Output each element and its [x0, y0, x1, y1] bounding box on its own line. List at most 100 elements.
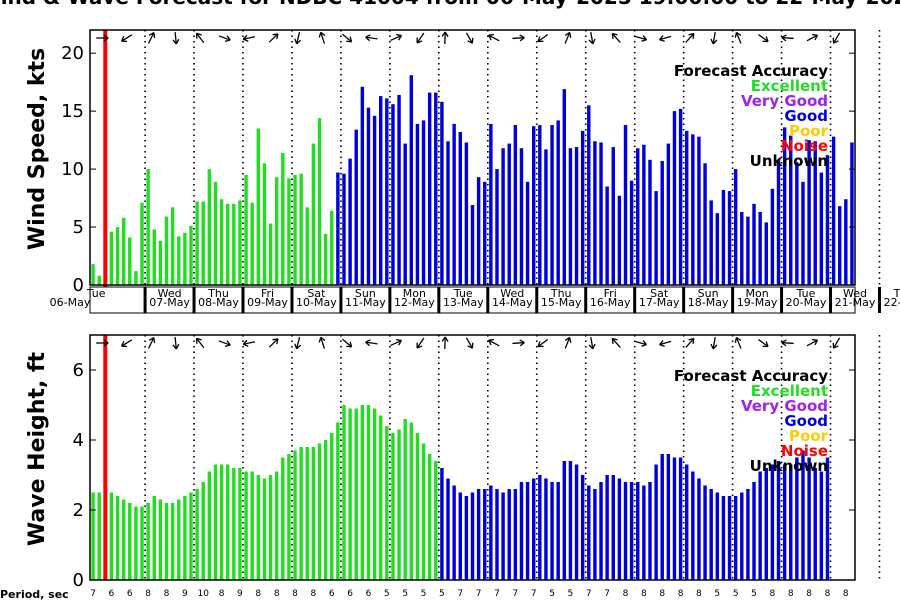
wind-bar [287, 178, 291, 285]
day-of-week-label: Fri [261, 287, 274, 300]
wave-bar [440, 468, 444, 580]
wave-bar [758, 471, 762, 580]
arrow-head [564, 31, 572, 38]
wind-bar [213, 181, 218, 285]
wind-bar [397, 94, 401, 285]
wave-bar [770, 464, 775, 580]
arrow-head [365, 339, 371, 347]
arrow-head [346, 341, 353, 348]
arrow-head [416, 37, 423, 44]
arrow-shaft [634, 35, 647, 41]
wind-direction-arrow [294, 32, 302, 45]
wave-bar [415, 433, 420, 580]
wind-bar [556, 120, 560, 285]
wind-bar [372, 115, 377, 286]
arrow-shaft [218, 340, 231, 346]
wind-bar [378, 96, 383, 285]
wave-direction-arrow [710, 336, 718, 350]
wind-direction-arrow [806, 34, 819, 42]
period-value: 8 [274, 589, 280, 599]
arrow-head [416, 342, 423, 349]
wave-direction-arrow [611, 337, 621, 348]
wind-direction-arrow [195, 32, 205, 44]
day-of-week-label: Sun [355, 287, 376, 300]
wind-direction-arrow [512, 34, 525, 42]
period-row: Period, sec 7 6 6 8 8 9 10 8 9 8 8 8 8 6 6 6 5 5 5 5 7 7 7 7 7 5 5… [0, 588, 849, 600]
wind-bar [672, 111, 677, 285]
wave-legend-item: Unknown [750, 457, 828, 475]
wind-direction-arrow [416, 32, 425, 44]
wave-bar [336, 422, 340, 580]
wind-bar [158, 240, 163, 285]
date-label: 16-May [590, 296, 631, 309]
wind-bar [415, 123, 420, 285]
wind-speed-axis-label-group: Wind Speed, kts [25, 48, 50, 250]
arrow-head [641, 340, 648, 347]
wind-legend-title: Forecast Accuracy [674, 62, 828, 80]
wave-legend-title: Forecast Accuracy [674, 367, 828, 385]
arrow-shaft [416, 337, 425, 349]
arrow-head [832, 37, 839, 44]
date-label: 20-May [786, 296, 827, 309]
wind-bar [648, 159, 652, 285]
wave-bar [164, 503, 169, 580]
arrow-shaft [320, 32, 326, 44]
wave-bar [672, 457, 677, 580]
wind-bar [629, 180, 634, 285]
wind-bar [219, 199, 224, 285]
arrow-shaft [512, 36, 525, 40]
wind-bar [562, 89, 567, 285]
wind-bar [501, 148, 505, 285]
wind-bar [642, 144, 646, 285]
wave-direction-arrow [318, 336, 326, 349]
wave-bar [287, 454, 291, 580]
wind-bar [617, 195, 622, 285]
arrow-shaft [590, 336, 594, 350]
wave-bar [330, 433, 334, 580]
wave-bar [262, 478, 267, 580]
wind-bar [495, 169, 499, 285]
arrow-head [441, 31, 449, 37]
period-value: 8 [806, 589, 812, 599]
period-value: 5 [384, 589, 390, 599]
wave-bar [807, 457, 811, 580]
wave-bar [489, 485, 493, 580]
wind-direction-arrow [172, 31, 180, 45]
arrow-shaft [147, 32, 155, 44]
day-of-week-label: Thu [550, 287, 572, 300]
arrow-shaft [296, 337, 301, 349]
wind-bar [348, 158, 352, 285]
wind-direction-arrow [710, 31, 718, 45]
wind-speed-axis-label: Wind Speed, kts [25, 48, 50, 250]
wave-bar [207, 471, 212, 580]
wave-bar [201, 482, 205, 580]
wave-bar [678, 457, 683, 580]
wind-direction-arrow [588, 31, 596, 45]
wind-bar [183, 232, 187, 285]
arrow-shaft [735, 32, 742, 44]
wind-bar [605, 186, 609, 285]
arrow-head [224, 35, 231, 42]
arrow-shaft [611, 33, 621, 43]
arrow-shaft [735, 337, 742, 349]
wave-direction-arrow [121, 339, 133, 347]
wave-bar [483, 489, 487, 580]
wind-bar [244, 174, 248, 285]
wave-bar [660, 454, 664, 580]
wave-bar [293, 450, 297, 580]
arrow-shaft [685, 338, 695, 348]
wave-bar [238, 468, 242, 580]
wind-bar [225, 203, 230, 285]
wind-legend-item: Poor [789, 122, 829, 140]
wind-direction-arrow [318, 31, 326, 44]
arrow-head [195, 337, 202, 344]
wind-bar [519, 148, 524, 285]
wind-bar [538, 125, 542, 285]
wave-bar [311, 447, 316, 580]
wind-bar [666, 143, 671, 285]
wave-bar [495, 489, 499, 580]
wind-bar [807, 140, 811, 285]
wind-bar [703, 163, 707, 285]
wind-bar [262, 163, 267, 285]
arrow-head [272, 33, 279, 40]
